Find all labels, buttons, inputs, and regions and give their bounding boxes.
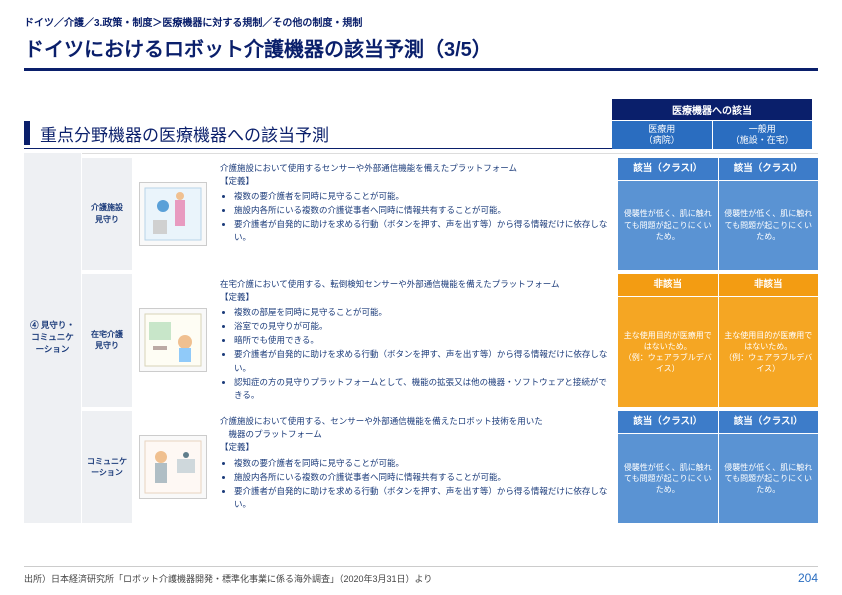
- cell-head: 非該当: [719, 274, 819, 296]
- bullet: 浴室での見守りが可能。: [234, 320, 610, 333]
- cell-body: 主な使用目的が医療用ではないため。 （例：ウェアラブルデバイス）: [618, 297, 718, 407]
- bullet: 要介護者が自発的に助けを求める行動（ボタンを押す、声を出す等）から得る情報だけに…: [234, 218, 610, 244]
- page-title: ドイツにおけるロボット介護機器の該当予測（3/5）: [24, 33, 818, 71]
- table-row: 在宅介護 見守り 在宅介護において使用する、転倒検知センサーや外部通信機能を備えた…: [82, 274, 818, 408]
- bullet: 複数の要介護者を同時に見守ることが可能。: [234, 457, 610, 470]
- section-title: 重点分野機器の医療機器への該当予測: [40, 121, 329, 146]
- result-cells: 該当（クラスⅠ）侵襲性が低く、肌に触れても問題が起こりにくいため。該当（クラスⅠ…: [618, 158, 818, 270]
- bullet: 施設内各所にいる複数の介護従事者へ同時に情報共有することが可能。: [234, 204, 610, 217]
- table-row: コミュニケーション 介護施設において使用する、センサーや外部通信機能を備えたロボッ…: [82, 411, 818, 523]
- cell-head: 該当（クラスⅠ）: [618, 411, 718, 433]
- section-header-row: 重点分野機器の医療機器への該当予測 医療機器への該当 医療用 （病院） 一般用 …: [24, 99, 818, 149]
- content-grid: ④ 見守り・コミュニケーション 介護施設 見守り 介護施設において使用するセンサー…: [24, 153, 818, 524]
- header-general: 一般用 （施設・在宅）: [713, 121, 813, 149]
- row-description: 介護施設において使用する、センサーや外部通信機能を備えたロボット技術を用いた 機…: [214, 411, 616, 523]
- cell-head: 非該当: [618, 274, 718, 296]
- cell-body: 侵襲性が低く、肌に触れても問題が起こりにくいため。: [719, 181, 819, 270]
- header-medical: 医療用 （病院）: [612, 121, 712, 149]
- footer: 出所）日本経済研究所「ロボット介護機器開発・標準化事業に係る海外調査」（2020…: [24, 566, 818, 585]
- result-cell: 非該当主な使用目的が医療用ではないため。 （例：ウェアラブルデバイス）: [618, 274, 718, 408]
- cell-body: 侵襲性が低く、肌に触れても問題が起こりにくいため。: [618, 181, 718, 270]
- source-note: 出所）日本経済研究所「ロボット介護機器開発・標準化事業に係る海外調査」（2020…: [24, 572, 432, 585]
- cell-head: 該当（クラスⅠ）: [719, 158, 819, 180]
- column-headers: 医療機器への該当 医療用 （病院） 一般用 （施設・在宅）: [612, 99, 812, 149]
- result-cells: 非該当主な使用目的が医療用ではないため。 （例：ウェアラブルデバイス）非該当主な…: [618, 274, 818, 408]
- result-cell: 非該当主な使用目的が医療用ではないため。 （例：ウェアラブルデバイス）: [719, 274, 819, 408]
- slide: ドイツ／介護／3.政策・制度＞医療機器に対する規制／その他の制度・規制 ドイツに…: [0, 0, 842, 531]
- bullet: 複数の要介護者を同時に見守ることが可能。: [234, 190, 610, 203]
- result-cell: 該当（クラスⅠ）侵襲性が低く、肌に触れても問題が起こりにくいため。: [719, 158, 819, 270]
- header-top: 医療機器への該当: [612, 99, 812, 120]
- row-thumbnail: [134, 411, 212, 523]
- cell-body: 主な使用目的が医療用ではないため。 （例：ウェアラブルデバイス）: [719, 297, 819, 407]
- result-cell: 該当（クラスⅠ）侵襲性が低く、肌に触れても問題が起こりにくいため。: [719, 411, 819, 523]
- bullet: 認知症の方の見守りプラットフォームとして、機能の拡張又は他の機器・ソフトウェアと…: [234, 376, 610, 402]
- row-name: 介護施設 見守り: [82, 158, 132, 270]
- bullet: 施設内各所にいる複数の介護従事者へ同時に情報共有することが可能。: [234, 471, 610, 484]
- row-thumbnail: [134, 274, 212, 408]
- row-name: コミュニケーション: [82, 411, 132, 523]
- bullet: 複数の部屋を同時に見守ることが可能。: [234, 306, 610, 319]
- cell-body: 侵襲性が低く、肌に触れても問題が起こりにくいため。: [618, 434, 718, 523]
- section-accent-bar: [24, 121, 30, 145]
- breadcrumb: ドイツ／介護／3.政策・制度＞医療機器に対する規制／その他の制度・規制: [24, 14, 818, 29]
- page-number: 204: [798, 571, 818, 585]
- bullet: 要介護者が自発的に助けを求める行動（ボタンを押す、声を出す等）から得る情報だけに…: [234, 348, 610, 374]
- cell-head: 該当（クラスⅠ）: [618, 158, 718, 180]
- row-thumbnail: [134, 158, 212, 270]
- result-cell: 該当（クラスⅠ）侵襲性が低く、肌に触れても問題が起こりにくいため。: [618, 411, 718, 523]
- row-description: 在宅介護において使用する、転倒検知センサーや外部通信機能を備えたプラットフォーム…: [214, 274, 616, 408]
- row-name: 在宅介護 見守り: [82, 274, 132, 408]
- bullet: 要介護者が自発的に助けを求める行動（ボタンを押す、声を出す等）から得る情報だけに…: [234, 485, 610, 511]
- cell-head: 該当（クラスⅠ）: [719, 411, 819, 433]
- cell-body: 侵襲性が低く、肌に触れても問題が起こりにくいため。: [719, 434, 819, 523]
- row-description: 介護施設において使用するセンサーや外部通信機能を備えたプラットフォーム 【定義】…: [214, 158, 616, 270]
- category-column: ④ 見守り・コミュニケーション: [24, 153, 82, 524]
- table-row: 介護施設 見守り 介護施設において使用するセンサーや外部通信機能を備えたプラットフ…: [82, 158, 818, 270]
- bullet: 暗所でも使用できる。: [234, 334, 610, 347]
- result-cell: 該当（クラスⅠ）侵襲性が低く、肌に触れても問題が起こりにくいため。: [618, 158, 718, 270]
- result-cells: 該当（クラスⅠ）侵襲性が低く、肌に触れても問題が起こりにくいため。該当（クラスⅠ…: [618, 411, 818, 523]
